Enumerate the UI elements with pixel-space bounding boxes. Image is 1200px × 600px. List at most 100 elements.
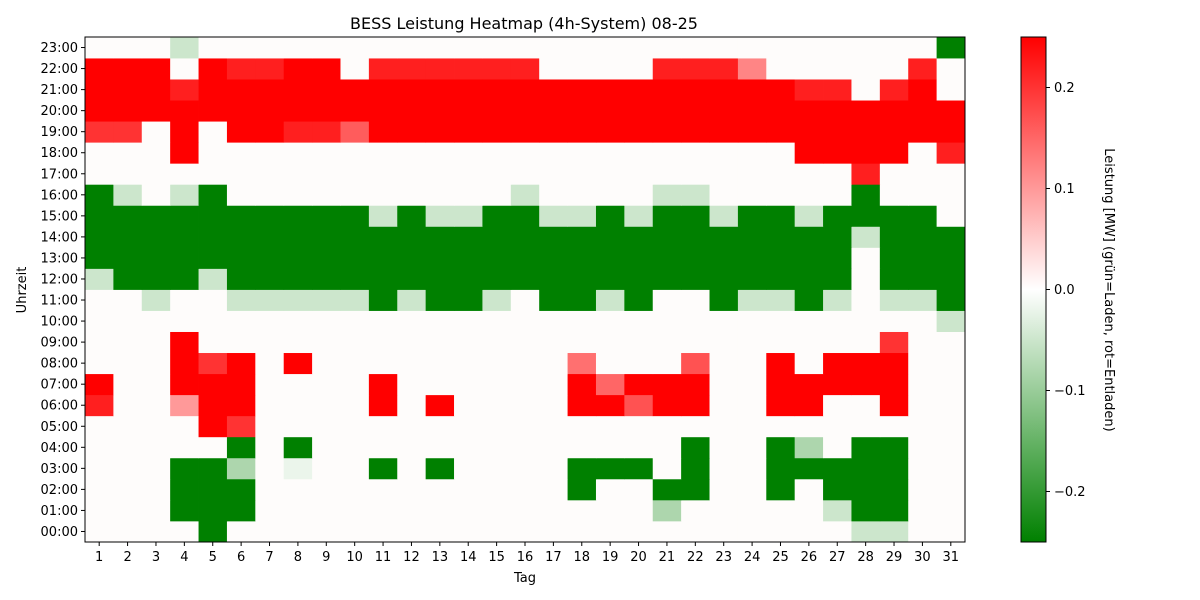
- heatmap-cell: [226, 121, 256, 143]
- heatmap-cell: [141, 142, 171, 164]
- heatmap-cell: [312, 457, 341, 480]
- heatmap-cell: [170, 352, 199, 375]
- heatmap-cell: [908, 457, 938, 480]
- heatmap-cell: [226, 373, 256, 396]
- y-tick-label: 13:00: [41, 251, 78, 266]
- heatmap-cell: [624, 205, 654, 227]
- heatmap-cell: [908, 247, 938, 269]
- x-tick-label: 13: [432, 550, 449, 565]
- heatmap-cell: [823, 373, 852, 396]
- heatmap-cell: [85, 436, 114, 459]
- heatmap-cell: [794, 58, 824, 80]
- heatmap-cell: [595, 163, 625, 185]
- heatmap-cell: [908, 142, 938, 164]
- heatmap-cell: [737, 436, 767, 459]
- heatmap-cell: [397, 415, 427, 438]
- heatmap-cell: [681, 121, 710, 143]
- heatmap-cell: [340, 499, 370, 522]
- heatmap-cell: [567, 331, 597, 354]
- heatmap-cell: [595, 268, 625, 290]
- heatmap-cell: [454, 499, 483, 522]
- heatmap-cell: [85, 100, 114, 122]
- heatmap-cell: [823, 184, 852, 206]
- heatmap-cell: [283, 226, 313, 248]
- heatmap-cell: [113, 373, 143, 396]
- heatmap-cell: [652, 289, 682, 311]
- heatmap-cell: [652, 58, 682, 80]
- heatmap-cell: [567, 373, 597, 396]
- heatmap-cell: [454, 331, 483, 354]
- heatmap-cell: [198, 289, 228, 311]
- heatmap-cell: [510, 289, 540, 311]
- heatmap-cell: [397, 79, 427, 101]
- x-tick-label: 6: [237, 550, 245, 565]
- heatmap-cell: [113, 289, 143, 311]
- heatmap-cell: [368, 205, 398, 227]
- y-tick-label: 08:00: [41, 357, 78, 372]
- heatmap-cell: [340, 121, 370, 143]
- heatmap-cell: [170, 520, 199, 543]
- heatmap-cell: [85, 310, 114, 332]
- heatmap-cell: [340, 520, 370, 543]
- heatmap-cell: [397, 247, 427, 269]
- heatmap-cell: [425, 499, 455, 522]
- heatmap-cell: [141, 247, 171, 269]
- x-axis-label: Tag: [513, 571, 536, 586]
- heatmap-cell: [141, 352, 171, 375]
- heatmap-cell: [312, 163, 341, 185]
- heatmap-cell: [823, 37, 852, 59]
- heatmap-cell: [283, 394, 313, 417]
- heatmap-cell: [595, 436, 625, 459]
- heatmap-cell: [170, 142, 199, 164]
- heatmap-cell: [425, 415, 455, 438]
- heatmap-cell: [595, 226, 625, 248]
- heatmap-cell: [425, 478, 455, 501]
- heatmap-cell: [141, 310, 171, 332]
- heatmap-cell: [454, 184, 483, 206]
- heatmap-cell: [113, 310, 143, 332]
- heatmap-cell: [936, 205, 966, 227]
- heatmap-cell: [794, 352, 824, 375]
- heatmap-cell: [851, 310, 881, 332]
- heatmap-cell: [567, 268, 597, 290]
- y-tick-label: 18:00: [41, 146, 78, 161]
- heatmap-cell: [823, 247, 852, 269]
- heatmap-cell: [226, 415, 256, 438]
- heatmap-cell: [397, 163, 427, 185]
- heatmap-cell: [851, 79, 881, 101]
- y-tick-label: 09:00: [41, 336, 78, 351]
- y-tick-label: 15:00: [41, 209, 78, 224]
- heatmap-cell: [823, 415, 852, 438]
- heatmap-cell: [737, 58, 767, 80]
- heatmap-cell: [879, 331, 909, 354]
- heatmap-cell: [226, 226, 256, 248]
- heatmap-cell: [85, 205, 114, 227]
- heatmap-cell: [510, 415, 540, 438]
- heatmap-cell: [766, 289, 796, 311]
- heatmap-cell: [567, 457, 597, 480]
- heatmap-cell: [226, 331, 256, 354]
- heatmap-cell: [879, 142, 909, 164]
- heatmap-cell: [113, 100, 143, 122]
- heatmap-cell: [425, 58, 455, 80]
- heatmap-cell: [709, 520, 739, 543]
- heatmap-cell: [567, 499, 597, 522]
- heatmap-cell: [226, 457, 256, 480]
- colorbar: [1020, 36, 1047, 543]
- heatmap-cell: [624, 520, 654, 543]
- heatmap-cell: [766, 268, 796, 290]
- x-tick-label: 26: [801, 550, 818, 565]
- heatmap-cell: [397, 436, 427, 459]
- heatmap-cell: [482, 79, 512, 101]
- heatmap-cell: [652, 310, 682, 332]
- heatmap-cell: [567, 142, 597, 164]
- heatmap-cell: [368, 184, 398, 206]
- heatmap-cell: [368, 100, 398, 122]
- heatmap-cell: [624, 394, 654, 417]
- heatmap-cell: [141, 79, 171, 101]
- x-tick-label: 17: [545, 550, 562, 565]
- heatmap-cell: [368, 226, 398, 248]
- heatmap-cell: [425, 79, 455, 101]
- heatmap-cell: [936, 394, 966, 417]
- heatmap-cell: [141, 226, 171, 248]
